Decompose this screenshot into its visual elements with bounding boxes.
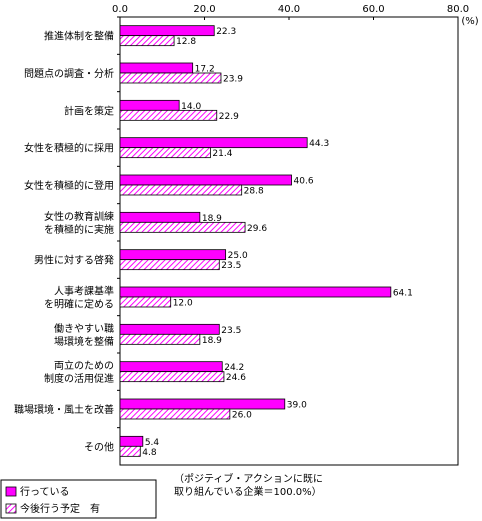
- legend-label: 行っている: [20, 485, 70, 498]
- category-label: 両立のための制度の活用促進: [44, 359, 114, 385]
- value-label-doing: 5.4: [145, 438, 160, 448]
- value-label-planned: 12.8: [176, 37, 196, 47]
- bar-doing: [119, 137, 308, 149]
- category-label: その他: [84, 440, 114, 453]
- x-tick-label: 40.0: [278, 4, 300, 15]
- category-label: 計画を策定: [64, 104, 114, 117]
- bar-planned: [119, 221, 246, 233]
- legend-box: [0, 479, 157, 519]
- category-label: 働きやすい職場環境を整備: [54, 322, 114, 348]
- value-label-planned: 21.4: [212, 149, 232, 159]
- bar-doing: [119, 249, 227, 261]
- bar-planned: [119, 333, 201, 345]
- legend-swatch: [5, 486, 17, 497]
- value-label-planned: 18.9: [202, 336, 222, 346]
- value-label-planned: 4.8: [142, 448, 157, 458]
- value-label-planned: 22.9: [219, 112, 239, 122]
- bar-planned: [119, 408, 231, 420]
- category-label: 職場環境・風土を改善: [14, 403, 114, 416]
- category-label: 男性に対する啓発: [34, 254, 114, 267]
- category-label: 女性を積極的に採用: [24, 142, 114, 155]
- legend-swatch: [5, 503, 17, 514]
- category-labels: 推進体制を整備問題点の調査・分析計画を策定女性を積極的に採用女性を積極的に登用女…: [14, 16, 120, 453]
- x-tick-label: 60.0: [362, 4, 384, 15]
- category-label: 推進体制を整備: [44, 30, 114, 43]
- bar-planned: [119, 259, 220, 271]
- value-label-planned: 23.9: [223, 75, 243, 85]
- value-label-planned: 12.0: [173, 299, 193, 309]
- bar-planned: [119, 296, 172, 308]
- plot-frame: [119, 16, 459, 466]
- bar-doing: [119, 323, 220, 335]
- bar-doing: [119, 99, 180, 111]
- value-label-doing: 22.3: [216, 27, 236, 37]
- unit-label-text: (%): [461, 16, 478, 27]
- value-label-doing: 64.1: [393, 289, 413, 299]
- category-label: 女性の教育訓練を積極的に実施: [44, 210, 114, 236]
- value-label-planned: 28.8: [244, 187, 264, 197]
- x-axis-ticks: 0.0 20.0 40.0 60.0 80.0: [112, 4, 469, 20]
- value-label-doing: 14.0: [181, 102, 201, 112]
- bar-planned: [119, 184, 243, 196]
- legend-label: 今後行う予定 有: [20, 502, 100, 515]
- value-label-doing: 39.0: [287, 401, 307, 411]
- category-label: 問題点の調査・分析: [24, 67, 114, 80]
- x-tick-label: 20.0: [193, 4, 215, 15]
- bar-doing: [119, 174, 292, 186]
- value-label-planned: 23.5: [221, 261, 241, 271]
- bar-planned: [119, 72, 222, 84]
- value-label-doing: 24.2: [224, 363, 244, 373]
- bar-planned: [119, 109, 218, 121]
- bar-doing: [119, 25, 215, 37]
- bar-planned: [119, 35, 175, 47]
- value-label-planned: 26.0: [232, 411, 252, 421]
- bar-doing: [119, 435, 144, 447]
- category-label: 女性を積極的に登用: [24, 179, 114, 192]
- x-tick-label: 80.0: [447, 4, 469, 15]
- bar-doing: [119, 398, 286, 410]
- value-label-planned: 29.6: [247, 224, 267, 234]
- plot-area: [119, 16, 459, 466]
- bar-planned: [119, 371, 225, 383]
- bar-planned: [119, 147, 211, 159]
- x-tick-label: 0.0: [112, 4, 128, 15]
- value-label-doing: 40.6: [294, 177, 314, 187]
- category-label: 人事考課基準を明確に定める: [44, 285, 114, 311]
- bar-doing: [119, 62, 194, 74]
- unit-label: (%): [461, 16, 478, 27]
- note-line: （ポジティブ・アクションに既に: [174, 472, 323, 485]
- bar-doing: [119, 361, 223, 373]
- value-label-doing: 18.9: [202, 214, 222, 224]
- value-labels: 22.3 12.8 17.2 23.9 14.0 22.9 44.3 21.4 40.6 28.8…: [142, 27, 413, 458]
- value-label-doing: 25.0: [228, 251, 248, 261]
- note-line: 取り組んでいる企業＝100.0%）: [174, 485, 322, 498]
- bar-doing: [119, 286, 392, 298]
- value-label-doing: 17.2: [195, 65, 215, 75]
- bar-planned: [119, 445, 141, 457]
- bars: [119, 25, 392, 457]
- bar-doing: [119, 211, 201, 223]
- value-label-planned: 24.6: [226, 373, 246, 383]
- value-label-doing: 23.5: [221, 326, 241, 336]
- value-label-doing: 44.3: [309, 139, 329, 149]
